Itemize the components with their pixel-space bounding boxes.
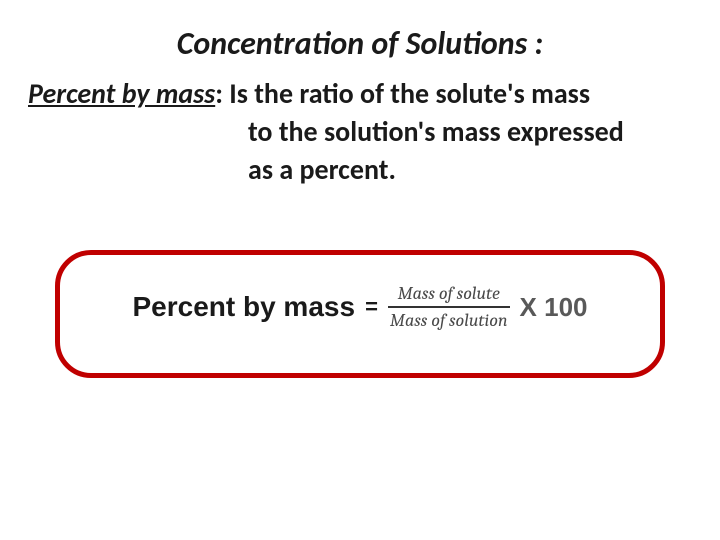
formula-lhs: Percent by mass bbox=[132, 291, 355, 323]
fraction-denominator: Mass of solution bbox=[388, 310, 510, 331]
formula-box: Percent by mass = Mass of solute Mass of… bbox=[55, 250, 665, 378]
definition-line-2: to the solution's mass expressed bbox=[248, 113, 692, 151]
fraction-line bbox=[388, 306, 510, 308]
definition-block: Percent by mass: Is the ratio of the sol… bbox=[28, 75, 692, 188]
slide-title: Concentration of Solutions : bbox=[28, 24, 692, 63]
definition-term: Percent by mass bbox=[28, 76, 215, 111]
fraction-numerator: Mass of solute bbox=[396, 283, 502, 304]
definition-line-1: Percent by mass: Is the ratio of the sol… bbox=[28, 75, 692, 113]
fraction: Mass of solute Mass of solution bbox=[388, 283, 510, 331]
formula-row: Percent by mass = Mass of solute Mass of… bbox=[132, 283, 587, 331]
definition-line-3: as a percent. bbox=[248, 151, 692, 189]
times-hundred: X 100 bbox=[520, 292, 588, 323]
equals-sign: = bbox=[365, 294, 378, 320]
slide: Concentration of Solutions : Percent by … bbox=[0, 0, 720, 540]
definition-tail-1: : Is the ratio of the solute's mass bbox=[215, 76, 590, 111]
